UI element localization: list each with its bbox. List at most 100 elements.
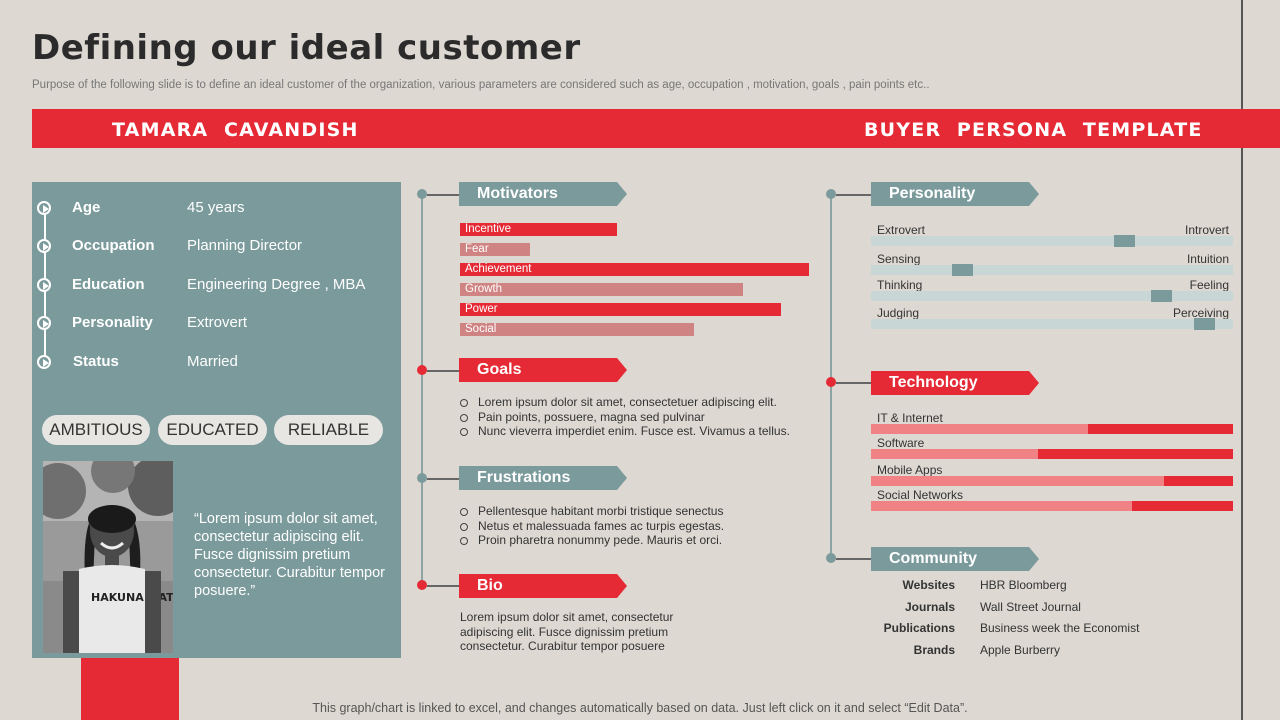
list-item: Proin pharetra nonummy pede. Mauris et o… — [460, 533, 724, 548]
technology-bar — [871, 449, 1233, 459]
list-item: Lorem ipsum dolor sit amet, consectetuer… — [460, 395, 790, 410]
connector-line — [836, 194, 871, 196]
persona-name: TAMARA CAVANDISH — [112, 119, 359, 141]
trait-pill-ambitious: AMBITIOUS — [42, 415, 150, 445]
attribute-value: Planning Director — [187, 237, 303, 254]
connector-line — [427, 585, 460, 587]
list-item: Pain points, possuere, magna sed pulvina… — [460, 410, 790, 425]
attribute-label: Occupation — [72, 237, 155, 254]
section-motivators-heading: Motivators — [459, 182, 627, 206]
community-key: Journals — [904, 600, 955, 614]
bullet-arrow-icon — [37, 316, 51, 330]
scale-right-label: Perceiving — [1172, 306, 1229, 320]
list-item: Pellentesque habitant morbi tristique se… — [460, 504, 724, 519]
attribute-education: Education Engineering Degree , MBA — [32, 274, 401, 296]
bullet-arrow-icon — [37, 201, 51, 215]
motivator-bar-social: Social — [460, 323, 694, 336]
right-timeline — [830, 194, 832, 559]
connector-line — [427, 370, 460, 372]
motivator-bar-achievement: Achievement — [460, 263, 809, 276]
connector-line — [427, 478, 460, 480]
timeline-node — [826, 189, 836, 199]
scale-left-label: Sensing — [877, 252, 921, 266]
timeline-node — [417, 365, 427, 375]
technology-bar-fill — [871, 476, 1164, 486]
technology-bar-fill — [871, 424, 1088, 434]
community-key: Brands — [913, 643, 955, 657]
timeline-node — [417, 189, 427, 199]
timeline-node — [417, 580, 427, 590]
trait-pill-educated: EDUCATED — [158, 415, 267, 445]
middle-timeline — [421, 194, 423, 586]
bullet-arrow-icon — [37, 278, 51, 292]
attribute-status: Status Married — [32, 351, 401, 373]
persona-photo: HAKUNA MATATA — [43, 461, 173, 653]
timeline-node — [826, 553, 836, 563]
technology-bar — [871, 476, 1233, 486]
attribute-label: Age — [72, 199, 101, 216]
attribute-label: Personality — [72, 314, 153, 331]
technology-label: Software — [877, 436, 925, 450]
technology-bar — [871, 501, 1233, 511]
list-item: Nunc vieverra imperdiet enim. Fusce est.… — [460, 424, 790, 439]
decorative-red-block — [81, 658, 179, 720]
scale-left-label: Judging — [877, 306, 920, 320]
attribute-label: Education — [72, 276, 145, 293]
motivator-bar-fear: Fear — [460, 243, 530, 256]
section-technology-heading: Technology — [871, 371, 1039, 395]
personality-scale-track — [871, 264, 1233, 276]
timeline-node — [826, 377, 836, 387]
persona-quote: “Lorem ipsum dolor sit amet, consectetur… — [194, 511, 386, 599]
personality-scale-marker — [1194, 318, 1215, 330]
attribute-value: Married — [187, 353, 238, 370]
scale-left-label: Thinking — [877, 278, 923, 292]
motivator-bar-incentive: Incentive — [460, 223, 617, 236]
goals-list: Lorem ipsum dolor sit amet, consectetuer… — [460, 395, 790, 439]
bullet-arrow-icon — [37, 239, 51, 253]
connector-line — [836, 382, 871, 384]
attribute-value: 45 years — [187, 199, 245, 216]
profile-panel: Age 45 years Occupation Planning Directo… — [32, 182, 401, 658]
personality-scale-marker — [1151, 290, 1172, 302]
section-community-heading: Community — [871, 547, 1039, 571]
community-value: Apple Burberry — [980, 643, 1061, 657]
page-subtitle: Purpose of the following slide is to def… — [32, 79, 930, 91]
section-personality-heading: Personality — [871, 182, 1039, 206]
attribute-age: Age 45 years — [32, 197, 401, 219]
right-divider-line — [1241, 0, 1243, 720]
connector-line — [836, 558, 871, 560]
community-key: Websites — [902, 578, 955, 592]
attribute-label: Status — [73, 353, 119, 370]
section-goals-heading: Goals — [459, 358, 627, 382]
personality-scale-marker — [952, 264, 973, 276]
trait-pill-reliable: RELIABLE — [274, 415, 383, 445]
bullet-arrow-icon — [37, 355, 51, 369]
scale-right-label: Feeling — [1189, 278, 1229, 292]
community-value: HBR Bloomberg — [980, 578, 1067, 592]
attribute-value: Engineering Degree , MBA — [187, 276, 366, 293]
bio-text: Lorem ipsum dolor sit amet, consectetur … — [460, 610, 674, 653]
motivator-bar-growth: Growth — [460, 283, 743, 296]
section-frustrations-heading: Frustrations — [459, 466, 627, 490]
connector-line — [427, 194, 460, 196]
personality-scale-marker — [1114, 235, 1135, 247]
technology-label: Social Networks — [877, 488, 964, 502]
technology-label: Mobile Apps — [877, 463, 943, 477]
personality-scale-track — [871, 318, 1233, 330]
frustrations-list: Pellentesque habitant morbi tristique se… — [460, 504, 724, 548]
technology-label: IT & Internet — [877, 411, 943, 425]
motivator-bar-power: Power — [460, 303, 781, 316]
list-item: Netus et malessuada fames ac turpis eges… — [460, 519, 724, 534]
scale-right-label: Introvert — [1184, 223, 1229, 237]
page-title: Defining our ideal customer — [32, 28, 581, 68]
template-title: BUYER PERSONA TEMPLATE — [864, 119, 1203, 141]
scale-right-label: Intuition — [1186, 252, 1229, 266]
attribute-personality: Personality Extrovert — [32, 312, 401, 334]
community-value: Business week the Economist — [980, 621, 1140, 635]
scale-left-label: Extrovert — [877, 223, 926, 237]
persona-banner: TAMARA CAVANDISH BUYER PERSONA TEMPLATE — [32, 109, 1280, 148]
technology-bar-fill — [871, 501, 1132, 511]
attribute-occupation: Occupation Planning Director — [32, 235, 401, 257]
footer-note: This graph/chart is linked to excel, and… — [312, 701, 968, 715]
community-key: Publications — [883, 621, 955, 635]
